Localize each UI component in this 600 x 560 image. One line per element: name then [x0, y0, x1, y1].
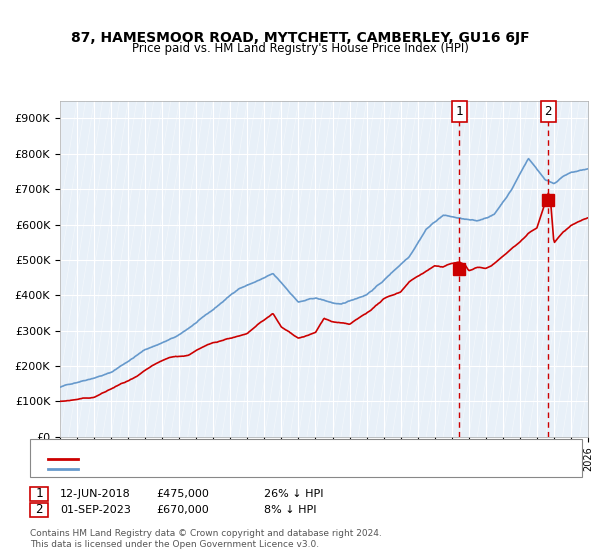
- Text: 1: 1: [35, 487, 43, 501]
- Text: 8% ↓ HPI: 8% ↓ HPI: [264, 505, 317, 515]
- Text: 2: 2: [35, 503, 43, 516]
- Text: Contains HM Land Registry data © Crown copyright and database right 2024.
This d: Contains HM Land Registry data © Crown c…: [30, 529, 382, 549]
- Text: £670,000: £670,000: [156, 505, 209, 515]
- Text: £475,000: £475,000: [156, 489, 209, 499]
- Text: Price paid vs. HM Land Registry's House Price Index (HPI): Price paid vs. HM Land Registry's House …: [131, 42, 469, 55]
- Text: 87, HAMESMOOR ROAD, MYTCHETT, CAMBERLEY, GU16 6JF: 87, HAMESMOOR ROAD, MYTCHETT, CAMBERLEY,…: [71, 31, 529, 45]
- Text: HPI: Average price, detached house, Surrey Heath: HPI: Average price, detached house, Surr…: [81, 464, 326, 474]
- Text: 01-SEP-2023: 01-SEP-2023: [60, 505, 131, 515]
- Text: 26% ↓ HPI: 26% ↓ HPI: [264, 489, 323, 499]
- Text: 2: 2: [545, 105, 552, 118]
- Text: 1: 1: [455, 105, 463, 118]
- Text: 87, HAMESMOOR ROAD, MYTCHETT, CAMBERLEY, GU16 6JF (detached house): 87, HAMESMOOR ROAD, MYTCHETT, CAMBERLEY,…: [81, 454, 460, 464]
- Text: 12-JUN-2018: 12-JUN-2018: [60, 489, 131, 499]
